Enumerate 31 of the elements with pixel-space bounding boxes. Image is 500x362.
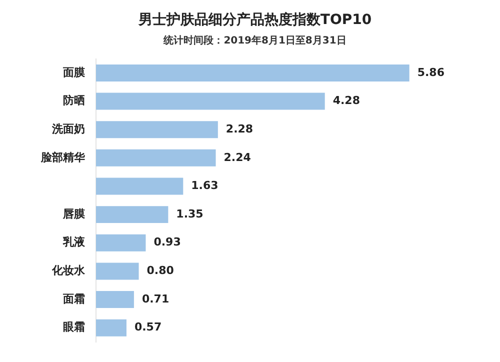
bar (96, 92, 325, 110)
bar (96, 234, 146, 252)
bar (96, 149, 216, 166)
bar (96, 291, 134, 308)
bar (96, 178, 184, 195)
y-tick-label: 面膜 (62, 66, 86, 79)
y-tick-label: 眼霜 (63, 320, 85, 334)
data-label: 1.63 (191, 179, 218, 192)
data-label: 5.86 (417, 66, 445, 79)
data-label: 1.35 (176, 207, 204, 220)
y-tick-label: 面霜 (62, 292, 85, 306)
data-label: 0.57 (134, 320, 162, 334)
data-label: 2.24 (224, 150, 252, 164)
bar (96, 319, 126, 336)
y-tick-label: 洗面奶 (51, 122, 85, 136)
y-tick-label: 防晒 (63, 94, 85, 108)
data-label: 2.28 (226, 122, 254, 136)
data-label: 4.28 (332, 94, 360, 108)
bar (96, 64, 410, 82)
data-label: 0.80 (146, 264, 174, 278)
bar (96, 206, 168, 224)
chart-subtitle: 统计时间段：2019年8月1日至8月31日 (162, 34, 346, 46)
y-tick-label: 化妆水 (51, 264, 86, 278)
y-tick-label: 乳液 (62, 236, 86, 249)
y-tick-label: 唇膜 (62, 207, 86, 220)
data-label: 0.71 (142, 292, 170, 306)
bar (96, 262, 139, 280)
chart-title: 男士护肤品细分产品热度指数TOP10 (137, 11, 372, 28)
data-label: 0.93 (154, 236, 181, 249)
y-tick-label: 脸部精华 (40, 150, 86, 164)
bar (96, 121, 218, 138)
